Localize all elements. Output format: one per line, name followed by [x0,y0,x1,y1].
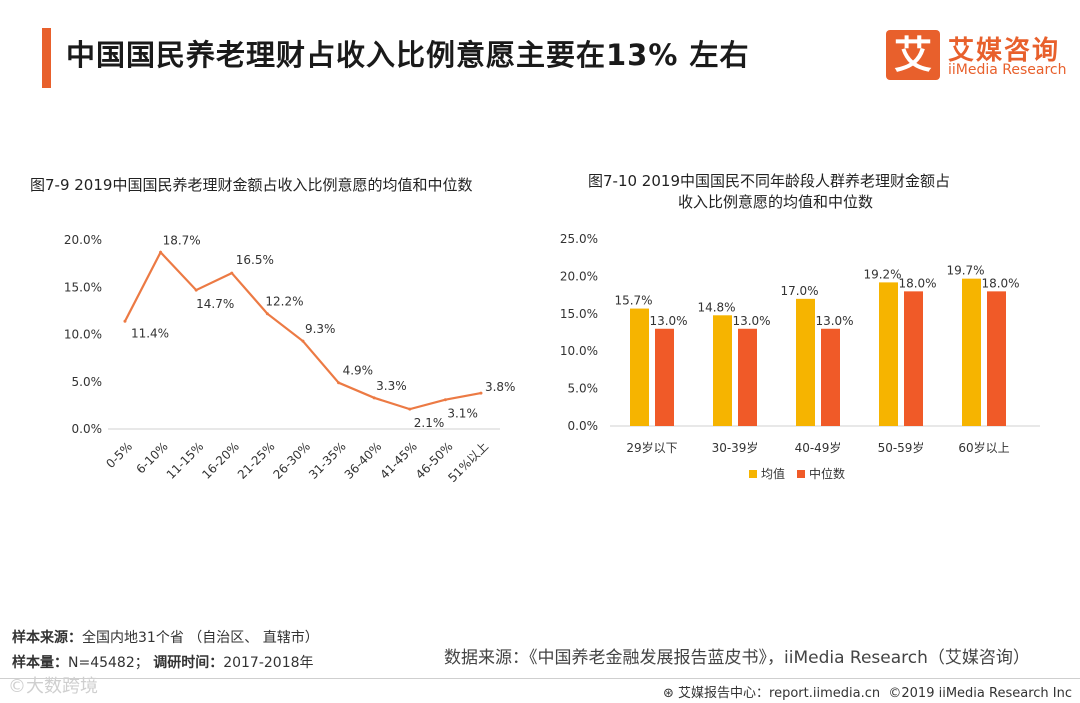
bar-median [655,328,674,426]
bar-mean [630,308,649,426]
line-point [194,288,198,292]
bar-data-label: 13.0% [649,314,687,328]
line-x-tick: 11-15% [164,439,207,482]
sample-source: 全国内地31个省 （自治区、 直辖市） [82,630,319,646]
line-x-tick: 26-30% [270,439,313,482]
line-x-tick: 41-45% [377,439,420,482]
bar-median [987,291,1006,426]
line-point [479,391,483,395]
watermark: ©大数跨境 [8,676,98,697]
bar-mean [713,315,732,426]
line-data-label: 3.1% [447,407,478,421]
report-center-icon: ⊛ [663,686,674,701]
line-chart-y-tick: 20.0% [64,233,102,247]
line-x-tick: 21-25% [235,439,278,482]
line-x-tick: 0-5% [103,439,135,471]
line-point [301,339,305,343]
line-chart-y-tick: 5.0% [72,375,103,389]
bar-mean [796,298,815,426]
line-chart-y-tick: 0.0% [72,422,103,436]
line-point [230,271,234,275]
line-data-label: 11.4% [131,326,169,340]
line-chart-y-tick: 10.0% [64,328,102,342]
bar-chart-y-tick: 10.0% [560,344,598,358]
footer-divider [0,678,1080,679]
line-data-label: 2.1% [414,416,445,430]
sample-size-line: 样本量：N=45482； 调研时间：2017-2018年 [12,652,314,672]
bar-data-label: 17.0% [780,284,818,298]
sample-source-label: 样本来源： [12,630,82,646]
line-x-tick: 16-20% [199,439,242,482]
line-point [265,312,269,316]
bar-median [821,328,840,426]
bar-x-tick: 60岁以上 [958,440,1009,455]
bar-data-label: 13.0% [732,314,770,328]
copyright: ©2019 iiMedia Research Inc [888,686,1072,701]
bar-chart: 0.0% 5.0% 10.0% 15.0% 20.0% 25.0% 15.7% 13.0% 29… [560,232,1040,481]
legend-mean-label: 均值 [761,466,785,481]
line-series [123,250,482,411]
line-point [337,381,341,385]
bar-chart-y-tick: 20.0% [560,269,598,283]
bar-data-label: 15.7% [614,294,652,308]
bar-mean [962,278,981,426]
line-x-tick: 31-35% [306,439,349,482]
sample-source-line: 样本来源：全国内地31个省 （自治区、 直辖市） [12,627,319,647]
line-point [408,407,412,411]
line-x-tick: 36-40% [342,439,385,482]
sample-size-label: 样本量： [12,655,68,671]
line-data-label: 16.5% [236,253,274,267]
survey-time-label: 调研时间： [153,655,224,671]
page-title: 中国国民养老理财占收入比例意愿主要在13% 左右 [66,38,750,72]
legend-mean-swatch [749,470,757,478]
bar-data-label: 14.8% [697,300,735,314]
logo-text-cn: 艾媒咨询 [948,36,1061,66]
report-center-link[interactable]: 艾媒报告中心：report.iimedia.cn [678,686,881,701]
line-point [443,398,447,402]
bar-chart-y-tick: 5.0% [568,382,599,396]
line-data-label: 3.3% [376,379,407,393]
data-source: 数据来源：《中国养老金融发展报告蓝皮书》，iiMedia Research（艾媒… [444,648,1030,668]
logo-text-en: iiMedia Research [948,62,1067,78]
bar-data-label: 19.2% [863,267,901,281]
bar-data-label: 18.0% [898,276,936,290]
line-point [123,319,127,323]
bar-median [904,291,923,426]
footer-right: ⊛ 艾媒报告中心：report.iimedia.cn ©2019 iiMedia… [663,682,1072,701]
line-chart: 0.0% 5.0% 10.0% 15.0% 20.0% 11.4% 18.7% 14.7% 16… [64,233,516,485]
line-chart-title: 图7-9 2019中国国民养老理财金额占收入比例意愿的均值和中位数 [30,176,473,194]
legend-median-swatch [797,470,805,478]
line-data-label: 4.9% [343,364,374,378]
bar-chart-title-line2: 收入比例意愿的均值和中位数 [678,193,874,211]
line-data-label: 9.3% [305,322,336,336]
bar-mean [879,282,898,426]
bar-x-tick: 29岁以下 [626,440,677,455]
sample-size: N=45482； [68,655,149,671]
bar-x-tick: 30-39岁 [712,440,759,455]
logo-mark: 艾 [886,30,940,80]
line-point [372,396,376,400]
bar-chart-y-tick: 0.0% [568,419,599,433]
bar-chart-y-tick: 25.0% [560,232,598,246]
line-data-label: 12.2% [265,295,303,309]
legend-median-label: 中位数 [809,466,845,481]
line-chart-y-tick: 15.0% [64,280,102,294]
line-data-label: 14.7% [196,297,234,311]
title-accent-bar [42,28,51,88]
line-data-label: 3.8% [485,380,516,394]
bar-data-label: 19.7% [946,264,984,278]
bar-data-label: 13.0% [815,314,853,328]
line-point [159,250,163,254]
survey-time: 2017-2018年 [223,655,314,671]
bar-median [738,328,757,426]
bar-x-tick: 40-49岁 [795,440,842,455]
bar-chart-title-line1: 图7-10 2019中国国民不同年龄段人群养老理财金额占 [588,172,950,190]
bar-x-tick: 50-59岁 [878,440,925,455]
bar-chart-y-tick: 15.0% [560,307,598,321]
line-data-label: 18.7% [163,233,201,247]
bar-data-label: 18.0% [981,276,1019,290]
